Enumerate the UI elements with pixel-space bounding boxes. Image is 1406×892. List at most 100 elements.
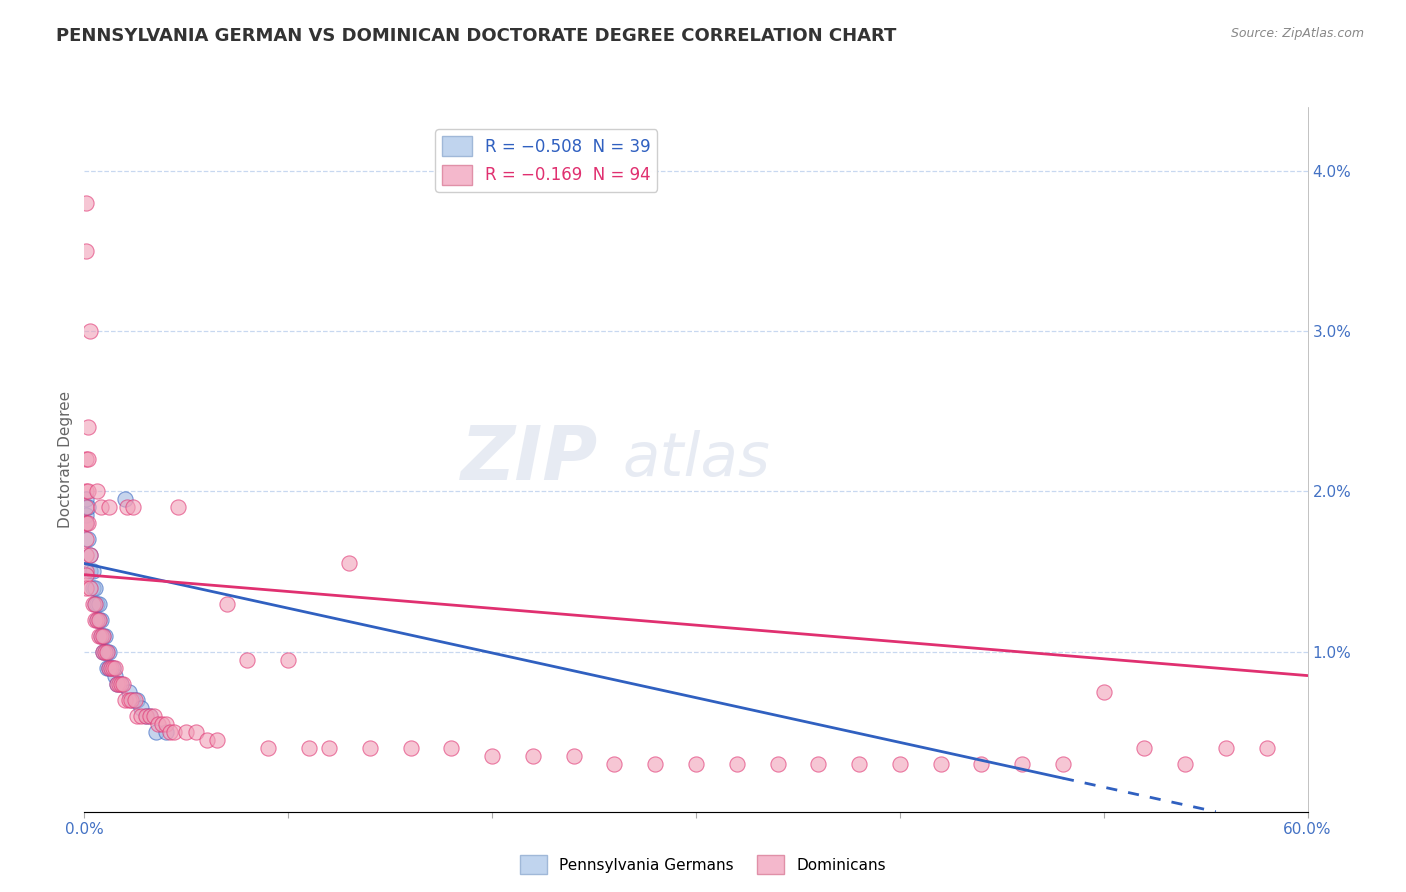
Point	[766, 756, 789, 771]
Point	[101, 660, 124, 674]
Point	[115, 500, 138, 515]
Point	[603, 756, 626, 771]
Point	[114, 492, 136, 507]
Point	[77, 533, 100, 547]
Point	[124, 692, 146, 706]
Point	[91, 644, 114, 658]
Y-axis label: Doctorate Degree: Doctorate Degree	[58, 391, 73, 528]
Point	[96, 644, 118, 658]
Point	[75, 508, 97, 523]
Point	[110, 676, 132, 690]
Point	[135, 708, 157, 723]
Point	[82, 581, 104, 595]
Point	[399, 740, 422, 755]
Point	[217, 597, 239, 611]
Point	[77, 420, 100, 434]
Point	[75, 581, 97, 595]
Point	[105, 676, 128, 690]
Point	[97, 660, 120, 674]
Point	[522, 748, 544, 763]
Point	[112, 676, 135, 690]
Point	[1011, 756, 1033, 771]
Point	[146, 716, 169, 731]
Point	[97, 644, 120, 658]
Point	[75, 244, 97, 259]
Point	[725, 756, 748, 771]
Legend: Pennsylvania Germans, Dominicans: Pennsylvania Germans, Dominicans	[513, 849, 893, 880]
Point	[118, 692, 141, 706]
Point	[118, 684, 141, 698]
Point	[83, 597, 105, 611]
Point	[93, 644, 115, 658]
Point	[101, 660, 124, 674]
Point	[970, 756, 993, 771]
Point	[100, 660, 122, 674]
Point	[79, 549, 101, 563]
Point	[75, 484, 97, 499]
Point	[75, 516, 97, 531]
Point	[205, 732, 228, 747]
Text: atlas: atlas	[623, 430, 770, 489]
Point	[75, 452, 97, 467]
Point	[75, 549, 97, 563]
Point	[105, 676, 128, 690]
Point	[96, 644, 118, 658]
Point	[277, 652, 299, 666]
Point	[644, 756, 666, 771]
Point	[127, 692, 149, 706]
Point	[110, 676, 132, 690]
Point	[79, 565, 101, 579]
Text: PENNSYLVANIA GERMAN VS DOMINICAN DOCTORATE DEGREE CORRELATION CHART: PENNSYLVANIA GERMAN VS DOMINICAN DOCTORA…	[56, 27, 897, 45]
Point	[82, 565, 104, 579]
Point	[90, 628, 112, 642]
Point	[100, 660, 122, 674]
Point	[131, 700, 153, 714]
Point	[77, 516, 100, 531]
Point	[138, 708, 160, 723]
Point	[481, 748, 503, 763]
Point	[97, 660, 120, 674]
Point	[104, 660, 127, 674]
Point	[889, 756, 911, 771]
Point	[562, 748, 585, 763]
Point	[79, 549, 101, 563]
Point	[122, 692, 145, 706]
Point	[91, 628, 114, 642]
Point	[1174, 756, 1197, 771]
Point	[159, 724, 181, 739]
Point	[75, 516, 97, 531]
Point	[83, 597, 105, 611]
Point	[83, 581, 105, 595]
Point	[108, 676, 131, 690]
Point	[257, 740, 280, 755]
Point	[1092, 684, 1115, 698]
Point	[155, 724, 177, 739]
Point	[298, 740, 321, 755]
Point	[1052, 756, 1074, 771]
Point	[75, 516, 97, 531]
Point	[87, 628, 110, 642]
Point	[75, 567, 97, 582]
Point	[79, 581, 101, 595]
Point	[174, 724, 197, 739]
Point	[929, 756, 952, 771]
Point	[120, 692, 142, 706]
Legend: R = −0.508  N = 39, R = −0.169  N = 94: R = −0.508 N = 39, R = −0.169 N = 94	[436, 129, 658, 192]
Point	[1256, 740, 1278, 755]
Point	[90, 613, 112, 627]
Point	[339, 557, 361, 571]
Point	[87, 613, 110, 627]
Point	[122, 500, 145, 515]
Text: Source: ZipAtlas.com: Source: ZipAtlas.com	[1230, 27, 1364, 40]
Point	[75, 492, 97, 507]
Point	[96, 660, 118, 674]
Point	[87, 597, 110, 611]
Point	[150, 716, 173, 731]
Point	[145, 724, 167, 739]
Point	[685, 756, 707, 771]
Point	[155, 716, 177, 731]
Point	[135, 708, 157, 723]
Point	[131, 708, 153, 723]
Point	[142, 708, 165, 723]
Point	[93, 644, 115, 658]
